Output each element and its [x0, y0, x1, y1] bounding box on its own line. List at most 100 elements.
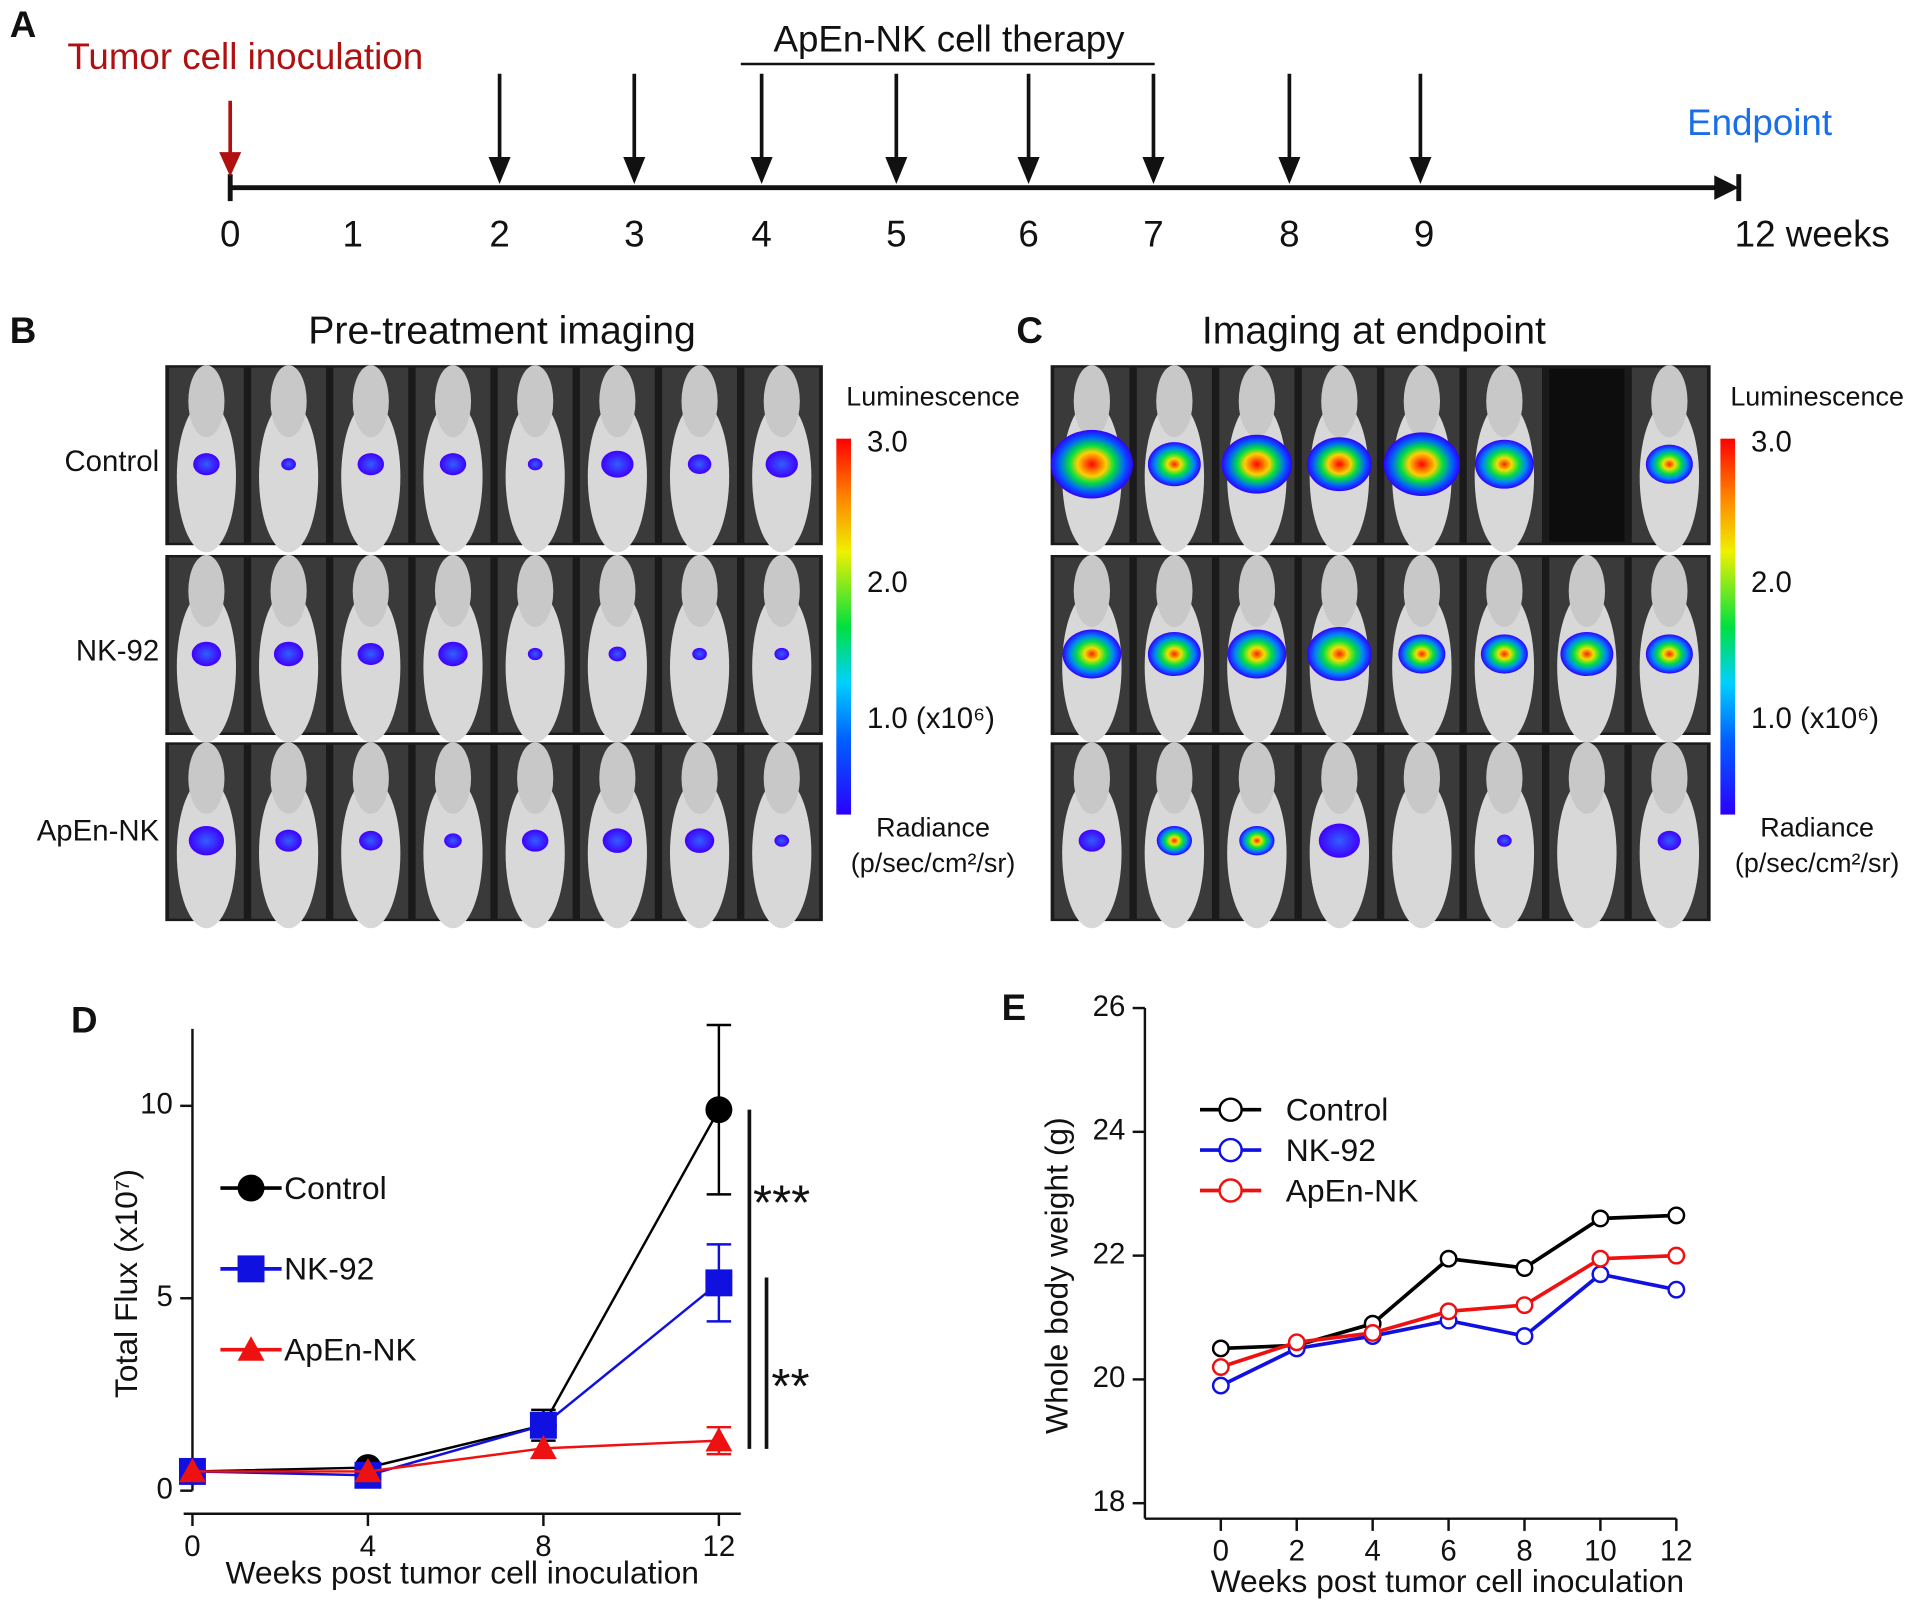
week-label: 5	[886, 213, 906, 254]
marker	[1287, 1333, 1306, 1352]
legend-label: NK-92	[1286, 1132, 1376, 1168]
mouse-body	[587, 590, 647, 743]
x-tick-label: 6	[1440, 1535, 1456, 1568]
week-label: 9	[1414, 213, 1434, 254]
colorbar-tick: 3.0	[1751, 425, 1792, 458]
marker	[1591, 1265, 1610, 1284]
signal	[774, 834, 790, 847]
signal	[527, 458, 543, 471]
mouse-head	[681, 365, 718, 438]
week-label: 8	[1279, 213, 1299, 254]
panel-label: B	[10, 310, 37, 351]
mouse-body	[259, 401, 319, 553]
marker	[1211, 1358, 1230, 1376]
panel-label: E	[1002, 987, 1027, 1028]
marker	[1515, 1296, 1534, 1315]
signal	[1307, 627, 1372, 681]
signal	[1474, 439, 1534, 489]
legend-label: ApEn-NK	[1286, 1172, 1419, 1208]
therapy-label: ApEn-NK cell therapy	[773, 19, 1125, 60]
mouse-head	[1073, 365, 1111, 438]
marker	[529, 1411, 557, 1439]
colorbar	[836, 438, 852, 815]
mouse-head	[270, 365, 307, 438]
signal	[602, 828, 633, 853]
mouse-head	[681, 742, 718, 814]
colorbar-unit: Radiance	[876, 812, 990, 842]
mouse-head	[599, 365, 636, 438]
mouse-body	[669, 778, 730, 929]
timeline: Tumor cell inoculation ApEn-NK cell ther…	[67, 19, 1832, 202]
week-label: 1	[342, 213, 362, 254]
mouse-head	[1156, 742, 1193, 814]
y-tick-label: 26	[1093, 990, 1126, 1023]
mouse-body	[669, 401, 730, 553]
mouse-head	[1073, 742, 1111, 814]
signal	[193, 453, 220, 476]
colorbar-title: Luminescence	[1730, 381, 1904, 411]
mouse-head	[1486, 742, 1523, 814]
mouse-head	[270, 742, 307, 814]
y-tick-label: 22	[1093, 1237, 1126, 1270]
mouse-head	[1651, 365, 1688, 438]
mouse-head	[188, 365, 225, 438]
series-line	[192, 1109, 720, 1473]
signal	[1062, 629, 1122, 679]
legend-marker	[1218, 1097, 1243, 1122]
mouse-head	[270, 554, 307, 627]
panel-label: C	[1016, 310, 1043, 351]
signal	[444, 833, 462, 849]
mouse-body	[505, 778, 565, 929]
legend-label: NK-92	[284, 1251, 374, 1287]
marker	[1667, 1246, 1686, 1265]
signal	[188, 825, 225, 856]
dose-arrowhead	[885, 157, 908, 184]
mouse-body	[423, 778, 483, 929]
mouse-body	[259, 590, 319, 743]
imaging-title: Pre-treatment imaging	[308, 310, 696, 353]
signal	[281, 458, 296, 471]
mouse-head	[1238, 742, 1276, 814]
significance: ***	[753, 1176, 810, 1230]
mouse-head	[352, 554, 389, 627]
marker	[1211, 1339, 1230, 1358]
legend-label: Control	[284, 1170, 387, 1206]
week-label: 7	[1143, 213, 1163, 254]
signal	[765, 450, 798, 478]
signal	[608, 646, 627, 662]
mouse-head	[434, 742, 472, 814]
signal	[521, 829, 549, 852]
week-label: 3	[624, 213, 644, 254]
row-label: ApEn-NK	[37, 815, 160, 848]
x-axis-label: Weeks post tumor cell inoculation	[1211, 1563, 1685, 1599]
mouse-head	[599, 554, 636, 627]
mouse-body	[1062, 778, 1122, 929]
signal	[692, 647, 707, 661]
panel-label: A	[10, 4, 37, 45]
mouse-head	[517, 554, 554, 627]
week-label: 12 weeks	[1735, 213, 1890, 254]
series-line	[192, 1281, 720, 1477]
x-tick-label: 0	[184, 1530, 200, 1563]
signal	[1239, 825, 1275, 856]
week-label: 2	[489, 213, 509, 254]
signal	[1078, 829, 1106, 852]
signal	[527, 647, 543, 661]
marker	[1439, 1302, 1458, 1321]
dose-arrowhead	[1142, 157, 1165, 184]
dose-arrowhead	[1278, 157, 1301, 184]
x-tick-label: 2	[1289, 1535, 1305, 1568]
marker	[705, 1096, 733, 1124]
x-tick-label: 8	[1516, 1535, 1532, 1568]
dose-arrowhead	[623, 157, 646, 184]
mouse-head	[1238, 554, 1276, 627]
signal	[439, 453, 467, 476]
signal	[1318, 823, 1360, 858]
colorbar-unit: (p/sec/cm²/sr)	[851, 848, 1016, 878]
legend-marker	[1218, 1178, 1243, 1203]
mouse-head	[1403, 554, 1441, 627]
mouse-head	[1651, 554, 1688, 627]
marker	[705, 1269, 733, 1297]
signal	[1307, 437, 1372, 492]
